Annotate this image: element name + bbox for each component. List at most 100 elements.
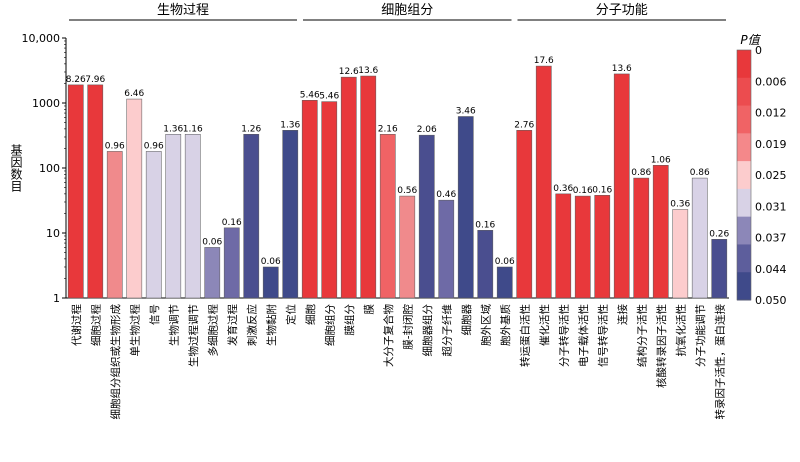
category-label: 大分子复合物	[382, 304, 395, 367]
y-tick-label: 1	[53, 292, 60, 305]
bar	[87, 84, 104, 299]
category-label: 单生物过程	[128, 304, 141, 357]
bar-data-label: 1.36	[280, 120, 300, 130]
group-label: 细胞组分	[381, 3, 433, 18]
legend-tick-label: 0.012	[755, 107, 787, 120]
bar	[418, 134, 435, 299]
bar-data-label: 1.36	[163, 124, 183, 134]
legend-color-step	[737, 50, 751, 79]
bar-data-label: 6.46	[124, 89, 144, 99]
bar-data-label: 0.06	[261, 257, 281, 267]
bar	[496, 266, 513, 299]
legend-color-step	[737, 161, 751, 190]
category-label: 细胞器	[460, 304, 473, 336]
bar-data-label: 0.86	[690, 168, 710, 178]
bar-data-label: 8.26	[66, 75, 86, 85]
bar	[672, 209, 689, 299]
category-label: 抗氧化活性	[674, 304, 687, 357]
category-label: 膜-封闭腔	[401, 304, 414, 350]
group-label: 生物过程	[157, 3, 209, 18]
y-tick-label: 100	[39, 162, 60, 175]
y-tick-label: 10	[46, 227, 60, 240]
bar	[340, 76, 357, 299]
bar-data-label: 17.6	[534, 56, 554, 66]
bar	[633, 177, 650, 299]
bar	[399, 195, 416, 299]
category-label: 膜	[363, 304, 375, 315]
bar-data-label: 7.96	[85, 75, 105, 85]
category-label: 信号	[149, 304, 161, 325]
category-label: 转运蛋白活性	[518, 304, 531, 367]
bar	[243, 134, 260, 299]
bar-data-label: 0.96	[144, 141, 164, 151]
bar-data-label: 0.46	[436, 190, 456, 200]
category-label: 连接	[616, 304, 629, 325]
category-label: 生物过程调节	[187, 304, 200, 367]
legend-color-step	[737, 77, 751, 107]
legend-tick-label: 0.031	[755, 200, 787, 213]
bar-data-label: 0.06	[202, 237, 222, 247]
bar	[711, 239, 728, 299]
bar-data-label: 2.76	[514, 120, 534, 130]
category-label: 代谢过程	[70, 304, 83, 346]
legend-tick-label: 0.050	[755, 294, 787, 307]
category-label: 结构分子活性	[635, 304, 648, 367]
legend-tick-label: 0.019	[755, 138, 787, 151]
bar-data-label: 5.46	[319, 92, 339, 102]
bar	[126, 98, 143, 299]
bar-data-label: 3.46	[456, 106, 476, 116]
bar	[106, 151, 123, 299]
category-labels: 代谢过程 细胞过程 细胞组分组织或生物形成 单生物过程 信号 生物调节 生物过程调节 多细胞过…	[70, 304, 727, 420]
category-label: 细胞过程	[89, 304, 102, 346]
legend-color-step	[737, 188, 751, 218]
legend-color-step	[737, 272, 751, 301]
bar-data-label: 5.46	[300, 90, 320, 100]
category-label: 定位	[284, 304, 297, 325]
bar-data-label: 0.06	[495, 257, 515, 267]
bar	[535, 65, 552, 299]
bar	[145, 151, 162, 299]
bar	[184, 134, 201, 299]
y-tick-label: 10,000	[22, 32, 61, 45]
bar	[691, 177, 708, 299]
category-label: 生物调节	[167, 304, 180, 346]
bar-data-label: 1.26	[241, 124, 261, 134]
bar	[379, 134, 396, 299]
bar	[223, 227, 240, 299]
category-label: 细胞组分组织或生物形成	[109, 304, 122, 420]
category-label: 分子转导活性	[557, 304, 570, 367]
category-label: 分子功能调节	[694, 304, 707, 367]
category-groups: 生物过程 细胞组分 分子功能	[69, 3, 726, 21]
bar	[555, 193, 572, 299]
bar-data-label: 0.36	[553, 184, 573, 194]
category-label: 细胞	[304, 304, 317, 325]
category-label: 细胞组分	[323, 304, 336, 346]
legend-frame	[736, 49, 752, 301]
bar-data-label: 0.26	[709, 229, 729, 239]
category-label: 细胞器组分	[421, 304, 434, 357]
category-label: 催化活性	[538, 304, 551, 346]
category-label: 转录因子活性，蛋白连接	[713, 304, 726, 420]
legend-tick-label: 0.037	[755, 232, 787, 245]
bar-data-label: 1.16	[183, 124, 203, 134]
bar	[67, 84, 84, 299]
bar-data-label: 0.96	[105, 141, 125, 151]
legend: P值0 0.006 0.012 0.019 0.025 0.031 0.037 0.044 0.…	[736, 33, 787, 307]
category-label: 生物黏附	[265, 304, 278, 346]
legend-color-step	[737, 244, 751, 273]
legend-color-step	[737, 216, 751, 245]
bar	[262, 266, 279, 299]
bar	[360, 75, 377, 299]
bar	[282, 130, 299, 299]
bar-data-label: 0.36	[670, 199, 690, 209]
legend-color-step	[737, 105, 751, 134]
legend-tick-label: 0.006	[755, 75, 787, 88]
bar	[457, 116, 474, 299]
bar-data-label: 0.16	[475, 220, 495, 230]
bar	[165, 134, 182, 299]
category-label: 膜组分	[343, 304, 356, 336]
bar	[438, 199, 455, 299]
bar	[321, 101, 338, 299]
legend-tick-label: 0.044	[755, 263, 787, 276]
bar-data-label: 2.16	[378, 124, 398, 134]
